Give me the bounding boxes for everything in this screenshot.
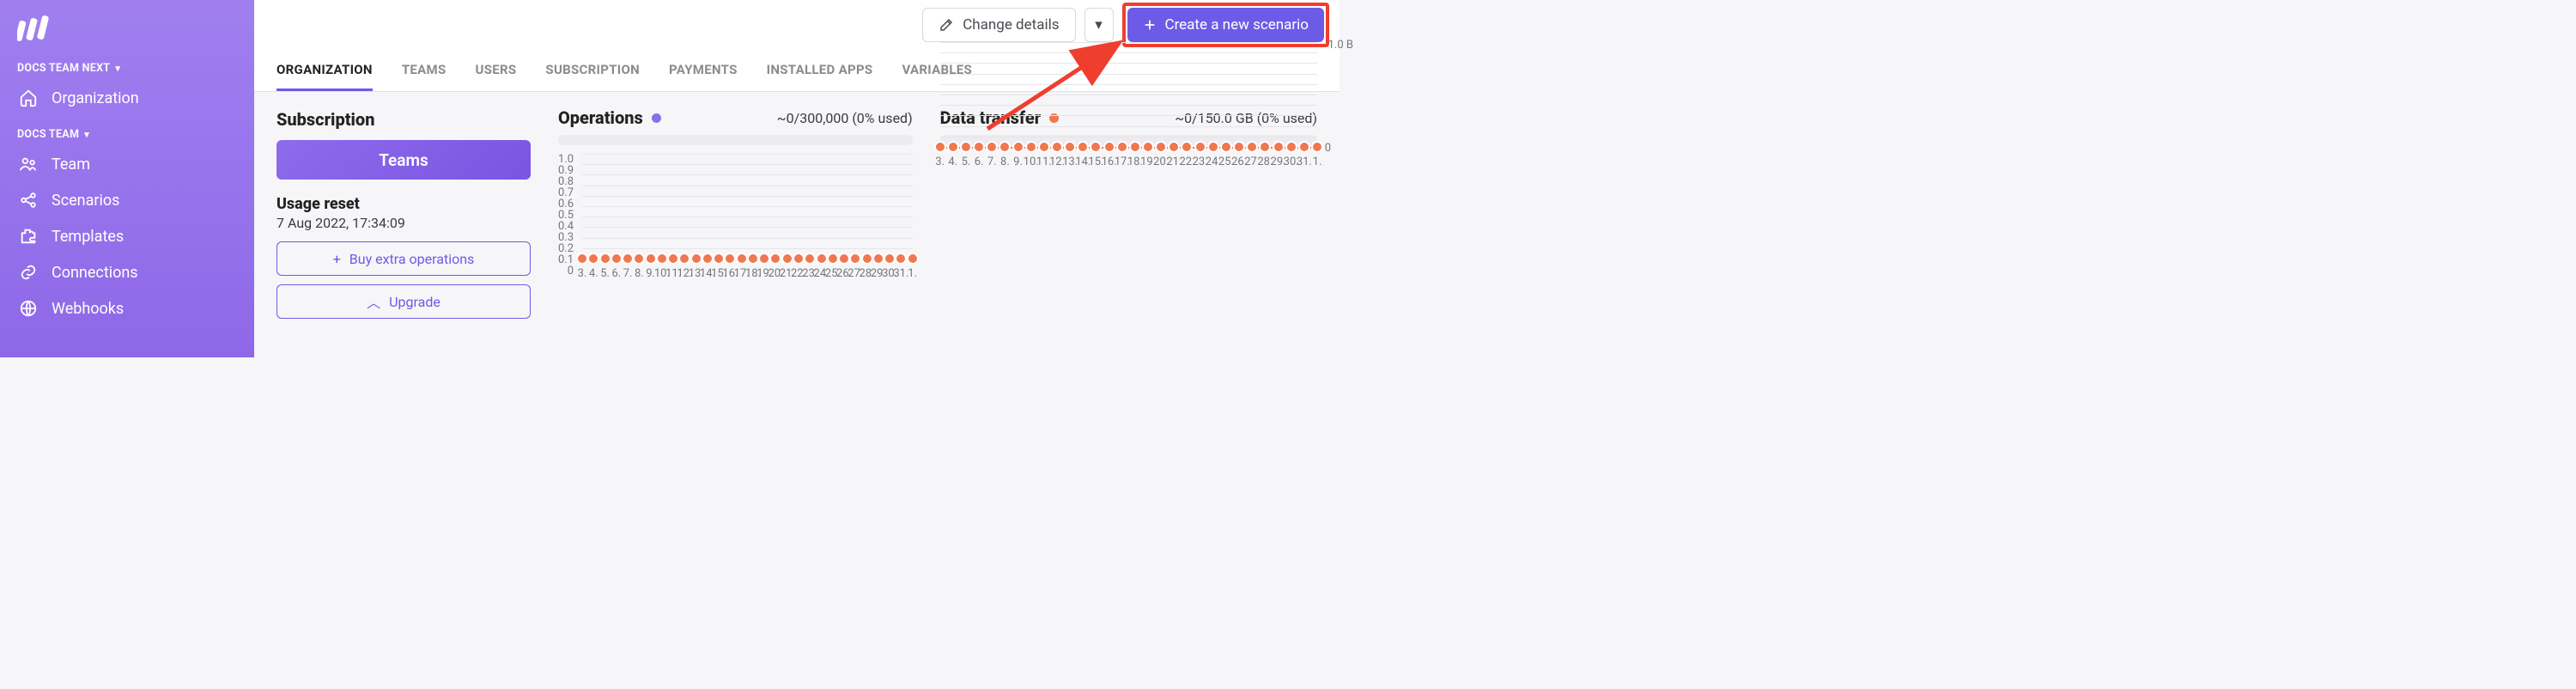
caret-down-icon: ▾ xyxy=(84,129,89,140)
team-icon xyxy=(17,155,39,174)
plus-icon xyxy=(1143,18,1157,32)
puzzle-icon xyxy=(17,227,39,246)
change-details-label: Change details xyxy=(963,16,1059,34)
sidebar-item-organization[interactable]: Organization xyxy=(0,80,254,116)
operations-progress xyxy=(558,135,913,145)
operations-meta: ~0/300,000 (0% used) xyxy=(777,110,913,126)
home-icon xyxy=(17,88,39,107)
logo xyxy=(0,15,254,50)
link-icon xyxy=(17,263,39,282)
sidebar-item-templates[interactable]: Templates xyxy=(0,218,254,254)
change-details-button[interactable]: Change details xyxy=(922,8,1075,42)
sidebar-item-label: Team xyxy=(52,155,90,174)
operations-panel: Operations ~0/300,000 (0% used) 1.00.90.… xyxy=(558,107,913,357)
upgrade-button[interactable]: ︿ Upgrade xyxy=(276,284,531,319)
tab-installed-apps[interactable]: INSTALLED APPS xyxy=(767,50,873,91)
content: Subscription Teams Usage reset 7 Aug 202… xyxy=(254,92,1340,357)
annotation-highlight: Create a new scenario xyxy=(1122,3,1330,47)
buy-extra-operations-button[interactable]: + Buy extra operations xyxy=(276,241,531,276)
operations-chart: 3.4.5.6.7.8.9.10.11.12.13.14.15.16.17.18… xyxy=(582,154,913,265)
tab-teams[interactable]: TEAMS xyxy=(402,50,447,91)
sidebar-group-org[interactable]: DOCS TEAM NEXT▾ xyxy=(0,50,254,80)
caret-down-icon: ▾ xyxy=(1095,16,1103,34)
sidebar-item-label: Webhooks xyxy=(52,300,124,318)
sidebar: DOCS TEAM NEXT▾ Organization DOCS TEAM▾ … xyxy=(0,0,254,357)
operations-y-axis: 1.00.90.80.70.60.50.40.30.20.10 xyxy=(558,154,575,277)
sidebar-item-scenarios[interactable]: Scenarios xyxy=(0,182,254,218)
make-logo-icon xyxy=(17,15,52,41)
sidebar-item-label: Connections xyxy=(52,264,138,282)
usage-reset-date: 7 Aug 2022, 17:34:09 xyxy=(276,215,531,231)
sidebar-item-label: Organization xyxy=(52,89,139,107)
upgrade-label: Upgrade xyxy=(389,294,440,310)
subscription-column: Subscription Teams Usage reset 7 Aug 202… xyxy=(276,107,531,357)
operations-dot xyxy=(652,113,661,123)
usage-reset-title: Usage reset xyxy=(276,195,531,213)
sidebar-item-team[interactable]: Team xyxy=(0,146,254,182)
data-transfer-panel: Data transfer ~0/150.0 GB (0% used) 3.4.… xyxy=(940,107,1317,357)
share-icon xyxy=(17,191,39,210)
tab-subscription[interactable]: SUBSCRIPTION xyxy=(545,50,640,91)
edit-icon xyxy=(939,17,954,33)
operations-title: Operations xyxy=(558,107,643,128)
sidebar-item-label: Templates xyxy=(52,228,124,246)
main: Change details ▾ Create a new scenario O… xyxy=(254,0,1340,357)
sidebar-item-label: Scenarios xyxy=(52,192,119,210)
plus-icon: + xyxy=(333,251,341,267)
tab-payments[interactable]: PAYMENTS xyxy=(669,50,738,91)
sidebar-item-webhooks[interactable]: Webhooks xyxy=(0,290,254,326)
data-transfer-chart: 3.4.5.6.7.8.9.10.11.12.13.14.15.16.17.18… xyxy=(940,42,1317,154)
subscription-title: Subscription xyxy=(276,109,531,130)
caret-down-icon: ▾ xyxy=(115,63,120,74)
sidebar-item-connections[interactable]: Connections xyxy=(0,254,254,290)
buy-extra-label: Buy extra operations xyxy=(349,251,475,267)
sidebar-group-team[interactable]: DOCS TEAM▾ xyxy=(0,116,254,146)
tab-users[interactable]: USERS xyxy=(476,50,517,91)
teams-plan-button[interactable]: Teams xyxy=(276,140,531,180)
globe-icon xyxy=(17,299,39,318)
create-scenario-label: Create a new scenario xyxy=(1165,16,1309,34)
chevron-up-icon: ︿ xyxy=(367,291,380,312)
tab-organization[interactable]: ORGANIZATION xyxy=(276,50,373,91)
create-scenario-button[interactable]: Create a new scenario xyxy=(1127,8,1325,42)
change-details-caret[interactable]: ▾ xyxy=(1084,8,1114,42)
